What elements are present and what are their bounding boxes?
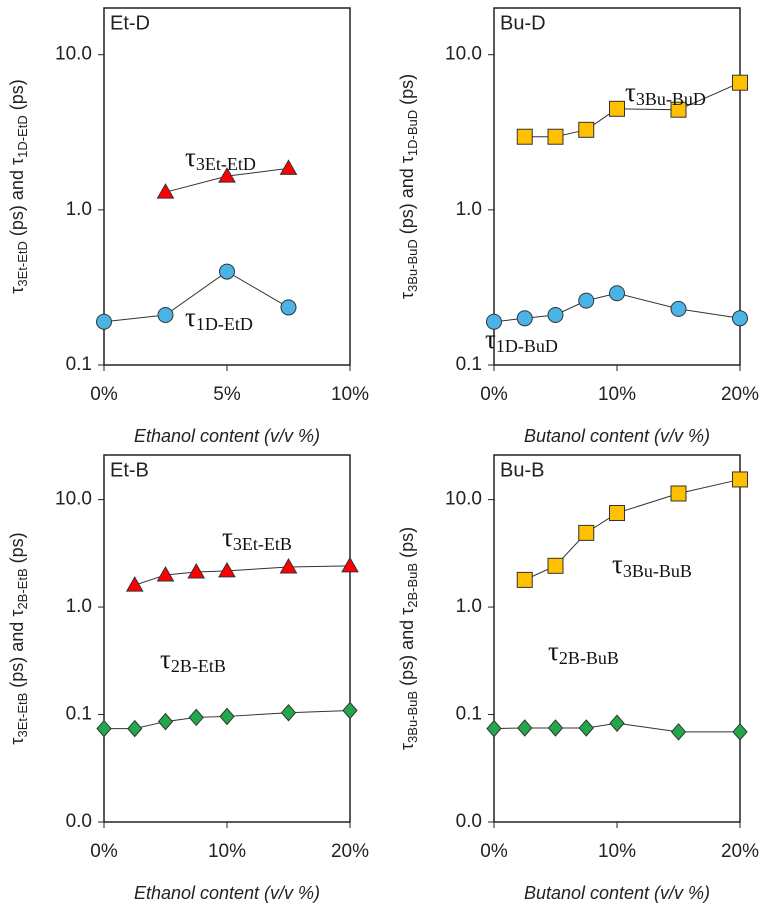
x-tick-label: 10%	[331, 384, 369, 405]
marker	[732, 310, 748, 327]
marker	[156, 183, 175, 199]
marker	[732, 723, 748, 741]
panel-title: Et-D	[110, 12, 150, 34]
marker	[609, 285, 625, 302]
y-tick-label: 10.0	[445, 489, 482, 510]
y-tick-label: 0.0	[66, 811, 92, 832]
marker	[187, 562, 206, 579]
x-tick-label: 20%	[721, 384, 759, 405]
panel-title: Bu-B	[500, 459, 544, 481]
marker	[96, 719, 112, 738]
y-tick-label: 0.0	[456, 811, 482, 832]
y-tick-label: 0.1	[66, 704, 92, 725]
y-tick-label: 10.0	[55, 489, 92, 510]
marker	[732, 471, 748, 488]
marker	[279, 159, 298, 175]
series-label: τ3Bu-BuD​	[625, 77, 706, 109]
marker	[609, 714, 625, 732]
marker	[609, 505, 625, 522]
x-tick-label: 20%	[331, 841, 369, 862]
marker	[670, 101, 687, 118]
y-axis-title: τ3Bu-BuD​ (ps) and τ1D-BuD​ (ps)	[397, 74, 421, 299]
y-axis-title: τ3Et-EtB​ (ps) and τ2B-EtB​ (ps)	[7, 532, 31, 744]
plot-frame	[103, 454, 351, 823]
series-label: τ2B-BuB​	[548, 636, 619, 668]
marker	[516, 571, 533, 588]
marker	[732, 74, 748, 91]
x-tick-label: 5%	[213, 384, 241, 405]
x-tick-label: 0%	[90, 384, 118, 405]
marker	[547, 307, 564, 324]
x-axis-title: Butanol content (v/v %)	[524, 883, 710, 903]
marker	[517, 719, 533, 737]
marker	[578, 719, 594, 737]
marker	[96, 313, 112, 330]
y-tick-label: 1.0	[456, 596, 482, 617]
series-label: τ3Et-EtD​	[185, 142, 256, 174]
marker	[547, 128, 564, 145]
x-axis-title: Butanol content (v/v %)	[524, 426, 710, 446]
marker	[219, 263, 235, 280]
marker	[342, 701, 358, 720]
marker	[486, 313, 502, 330]
marker	[578, 524, 595, 541]
y-axis-title: τ3Bu-BuB​ (ps) and τ2B-BuB​ (ps)	[397, 527, 421, 750]
marker	[609, 100, 625, 117]
x-tick-label: 10%	[208, 841, 246, 862]
y-tick-label: 1.0	[66, 596, 92, 617]
plot-frame	[493, 7, 741, 366]
marker	[341, 556, 359, 573]
y-tick-label: 0.1	[66, 354, 92, 375]
marker	[218, 167, 236, 183]
marker	[670, 485, 687, 502]
marker	[578, 121, 595, 138]
x-tick-label: 20%	[721, 841, 759, 862]
series-line	[103, 270, 289, 323]
y-tick-label: 1.0	[66, 199, 92, 220]
marker	[516, 128, 533, 145]
marker	[670, 723, 687, 741]
marker	[280, 299, 297, 316]
series-label: τ3Bu-BuB​	[612, 549, 692, 581]
y-tick-label: 0.1	[456, 354, 482, 375]
marker	[670, 300, 687, 317]
x-tick-label: 0%	[90, 841, 118, 862]
plot-frame	[103, 7, 351, 366]
series-label: τ1D-EtD​	[185, 302, 253, 334]
series-label: τ1D-BuD​	[485, 324, 558, 356]
x-tick-label: 10%	[598, 841, 636, 862]
marker	[578, 292, 595, 309]
y-tick-label: 10.0	[445, 44, 482, 65]
marker	[218, 561, 236, 578]
panel-title: Et-B	[110, 459, 149, 481]
marker	[156, 565, 175, 582]
panel-title: Bu-D	[500, 12, 546, 34]
marker	[486, 719, 502, 738]
x-tick-label: 10%	[598, 384, 636, 405]
marker	[157, 307, 174, 324]
series-label: τ3Et-EtB​	[222, 522, 292, 554]
marker	[125, 576, 144, 592]
marker	[279, 557, 298, 574]
x-tick-label: 0%	[480, 384, 508, 405]
marker	[516, 310, 533, 327]
marker	[157, 712, 174, 731]
y-tick-label: 1.0	[456, 199, 482, 220]
x-tick-label: 0%	[480, 841, 508, 862]
marker	[547, 719, 564, 737]
marker	[219, 707, 235, 726]
marker	[547, 557, 564, 574]
series-label: τ2B-EtB​	[160, 644, 226, 676]
y-axis-title: τ3Et-EtD​ (ps) and τ1D-EtD​ (ps)	[7, 79, 31, 293]
y-tick-label: 0.1	[456, 704, 482, 725]
y-tick-label: 10.0	[55, 44, 92, 65]
marker	[280, 703, 297, 722]
marker	[188, 708, 204, 727]
x-axis-title: Ethanol content (v/v %)	[134, 426, 320, 446]
x-axis-title: Ethanol content (v/v %)	[134, 883, 320, 903]
marker	[127, 719, 143, 738]
